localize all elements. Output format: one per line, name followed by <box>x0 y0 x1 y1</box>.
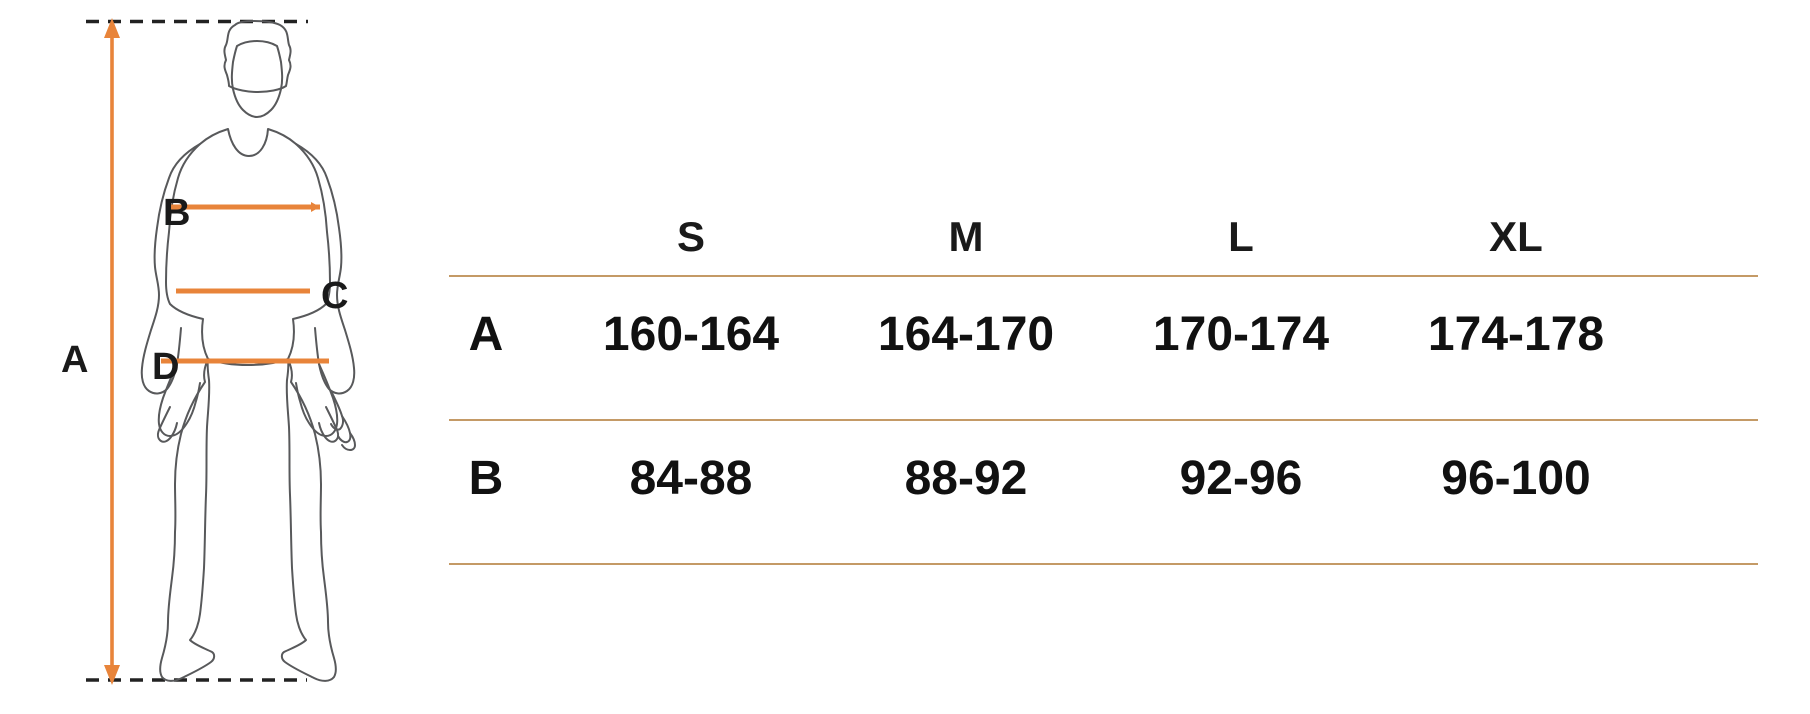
svg-text:D: D <box>152 346 179 388</box>
svg-text:C: C <box>321 275 348 317</box>
svg-text:A: A <box>61 339 88 381</box>
svg-text:B: B <box>163 192 190 234</box>
